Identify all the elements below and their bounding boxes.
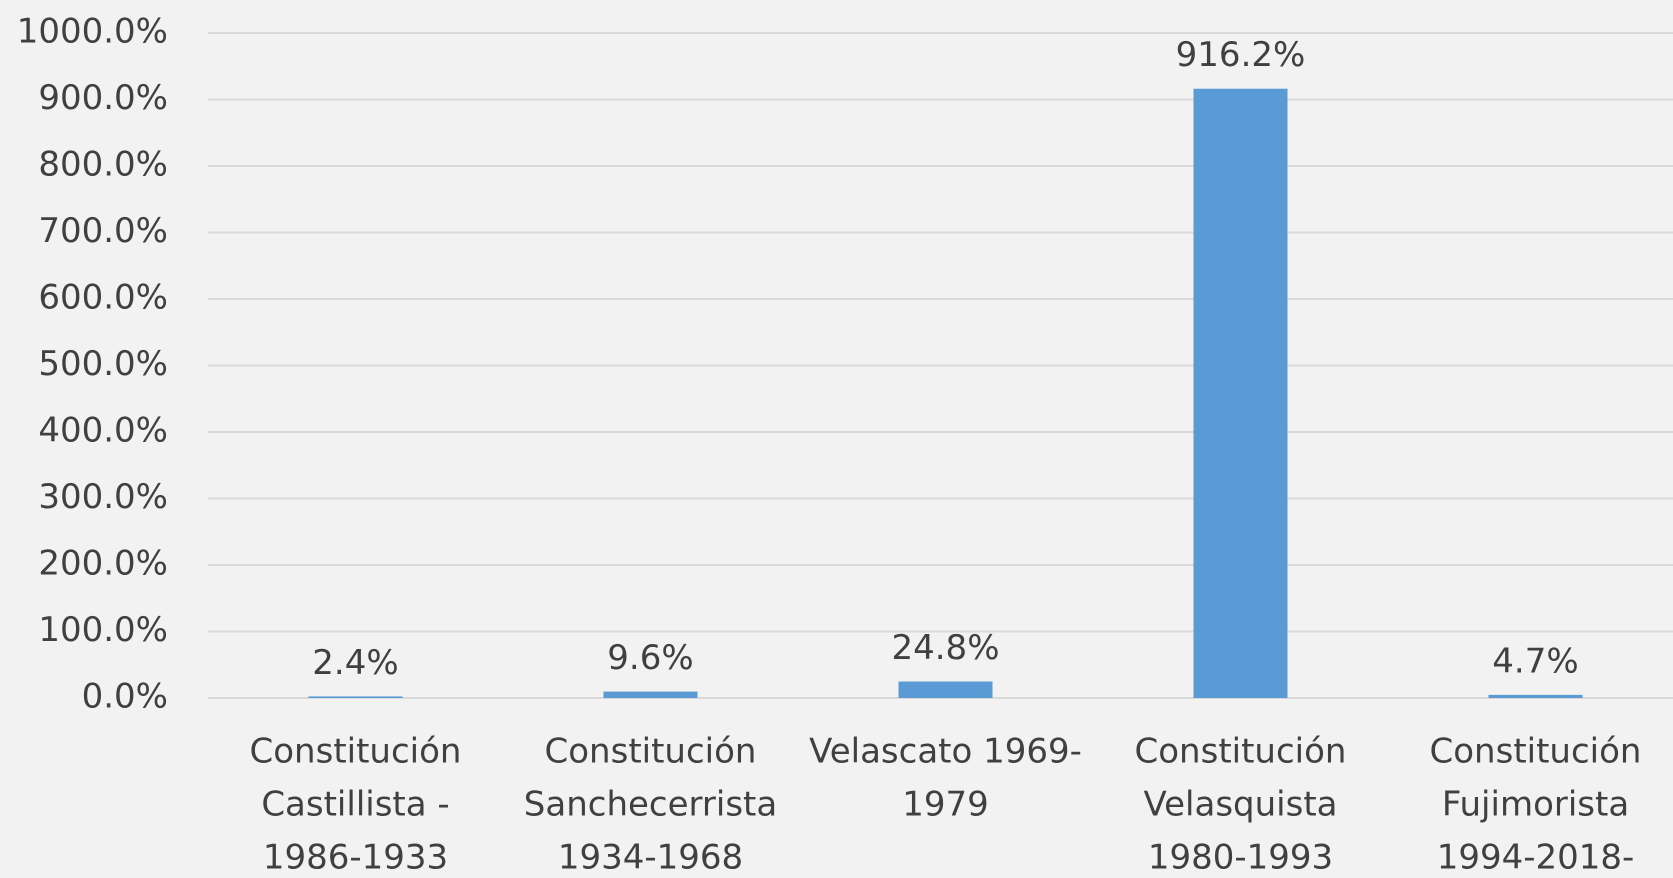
bar xyxy=(308,696,403,698)
x-tick-label: 1986-1933 xyxy=(263,838,448,878)
x-tick-label: 1979 xyxy=(902,785,989,825)
x-tick-label: Velasquista xyxy=(1144,785,1338,825)
y-tick-label: 700.0% xyxy=(38,211,168,251)
y-tick-label: 400.0% xyxy=(38,411,168,451)
y-tick-label: 100.0% xyxy=(38,610,168,650)
y-tick-label: 1000.0% xyxy=(17,12,168,52)
x-tick-label: Constitución xyxy=(250,732,462,772)
data-label: 4.7% xyxy=(1492,641,1578,681)
y-tick-label: 500.0% xyxy=(38,344,168,384)
x-tick-label: Constitución xyxy=(545,732,757,772)
y-tick-label: 600.0% xyxy=(38,278,168,318)
x-tick-label: 1980-1993 xyxy=(1148,838,1333,878)
data-label: 2.4% xyxy=(312,643,398,683)
data-label: 916.2% xyxy=(1176,35,1306,75)
x-tick-label: Constitución xyxy=(1135,732,1347,772)
bar xyxy=(1193,88,1288,699)
data-label: 24.8% xyxy=(891,628,999,668)
y-tick-label: 300.0% xyxy=(38,477,168,517)
bar xyxy=(1488,694,1583,698)
x-tick-label: Velascato 1969- xyxy=(809,732,1082,772)
y-tick-label: 800.0% xyxy=(38,145,168,185)
x-tick-label: Castillista - xyxy=(261,785,449,825)
x-tick-label: Fujimorista xyxy=(1442,785,1629,825)
y-tick-label: 900.0% xyxy=(38,78,168,118)
x-tick-label: 1994-2018- xyxy=(1437,838,1635,878)
x-tick-label: Sanchecerrista xyxy=(524,785,777,825)
y-tick-label: 200.0% xyxy=(38,544,168,584)
data-label: 9.6% xyxy=(607,638,693,678)
x-tick-label: Constitución xyxy=(1430,732,1642,772)
y-tick-label: 0.0% xyxy=(82,677,168,717)
bar xyxy=(898,681,993,698)
bar xyxy=(603,691,698,698)
x-tick-label: 1934-1968 xyxy=(558,838,743,878)
